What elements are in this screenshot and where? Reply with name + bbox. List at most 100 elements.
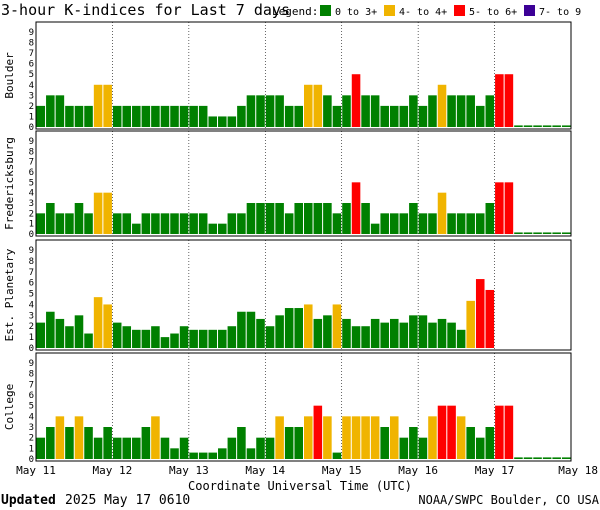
- k-index-bar: [361, 326, 370, 348]
- k-index-bar: [151, 326, 160, 348]
- k-index-bar: [84, 333, 93, 348]
- k-index-bar: [542, 232, 552, 234]
- x-tick-label: May 18: [558, 464, 598, 477]
- k-index-bar: [304, 203, 313, 234]
- k-index-bar: [275, 315, 284, 348]
- k-index-bar: [495, 405, 504, 459]
- k-index-bar: [84, 213, 93, 234]
- k-index-bar: [323, 203, 332, 234]
- k-index-bar: [218, 329, 227, 348]
- k-index-bar: [332, 304, 342, 348]
- k-index-bar: [323, 416, 332, 459]
- k-index-bar: [380, 105, 389, 127]
- k-index-bar: [428, 416, 437, 459]
- y-tick-label: 3: [29, 91, 34, 101]
- k-index-bar: [160, 105, 170, 127]
- k-index-bar: [370, 95, 380, 127]
- k-index-bar: [418, 213, 428, 234]
- y-tick-label: 2: [29, 209, 34, 219]
- k-index-bar: [246, 95, 256, 127]
- k-index-bar: [561, 125, 571, 127]
- k-index-bar: [428, 322, 437, 348]
- k-index-bar: [122, 213, 132, 234]
- y-tick-label: 0: [29, 455, 34, 465]
- legend-label-1: 4- to 4+: [399, 7, 447, 18]
- k-index-bar: [294, 427, 303, 459]
- k-index-bar: [65, 213, 74, 234]
- k-index-bar: [112, 105, 122, 127]
- x-tick-label: May 12: [93, 464, 133, 477]
- k-index-bar: [504, 182, 514, 234]
- k-index-bar: [313, 84, 323, 127]
- k-index-bar: [256, 437, 265, 459]
- k-index-bar: [256, 318, 265, 348]
- k-index-bar: [122, 105, 132, 127]
- k-index-bar: [313, 405, 323, 459]
- k-index-bar: [284, 427, 294, 459]
- y-tick-label: 0: [29, 230, 34, 240]
- y-tick-label: 2: [29, 434, 34, 444]
- y-tick-label: 1: [29, 112, 34, 122]
- updated-value: 2025 May 17 0610: [65, 493, 190, 508]
- k-index-bar: [74, 105, 84, 127]
- k-index-bar: [198, 105, 208, 127]
- k-index-bar: [485, 203, 495, 234]
- k-index-bar: [514, 125, 523, 127]
- k-index-bar: [151, 213, 160, 234]
- y-tick-label: 7: [29, 49, 34, 59]
- k-index-bar: [132, 105, 141, 127]
- k-index-bar: [418, 105, 428, 127]
- k-index-bar: [132, 329, 141, 348]
- k-index-bar: [428, 95, 437, 127]
- chart-title: 3-hour K-indices for Last 7 days: [1, 1, 290, 19]
- k-index-bar: [218, 448, 227, 459]
- k-index-bar: [170, 333, 179, 348]
- y-tick-label: 1: [29, 444, 34, 454]
- k-index-bar: [380, 427, 389, 459]
- k-index-bar: [227, 116, 237, 127]
- k-index-bar: [399, 437, 409, 459]
- k-index-bar: [46, 427, 55, 459]
- legend-swatch-3: [524, 5, 535, 16]
- k-index-bar: [332, 213, 342, 234]
- legend-swatch-2: [454, 5, 465, 16]
- k-index-bar: [361, 203, 370, 234]
- k-index-bar: [141, 105, 151, 127]
- k-index-bar: [218, 223, 227, 234]
- legend-label-3: 7- to 9: [539, 7, 581, 18]
- k-index-bar: [409, 427, 418, 459]
- legend-label: Legend:: [272, 5, 318, 18]
- k-index-bar: [46, 203, 55, 234]
- k-index-bar: [561, 457, 571, 459]
- k-index-bar: [141, 213, 151, 234]
- k-index-bar: [112, 437, 122, 459]
- k-index-bar: [332, 105, 342, 127]
- k-index-bar: [351, 182, 361, 234]
- k-index-bar: [265, 326, 275, 348]
- k-index-bar: [36, 437, 46, 459]
- k-index-bar: [514, 232, 523, 234]
- k-index-bar: [437, 405, 447, 459]
- k-index-bar: [170, 448, 179, 459]
- k-index-bar: [304, 304, 313, 348]
- k-index-bar: [55, 416, 65, 459]
- k-index-bar: [332, 452, 342, 459]
- k-index-bar: [351, 416, 361, 459]
- k-index-bar: [74, 416, 84, 459]
- y-tick-label: 6: [29, 168, 34, 178]
- y-tick-label: 1: [29, 333, 34, 343]
- k-index-bar: [36, 322, 46, 348]
- k-index-bar: [55, 318, 65, 348]
- k-index-bar: [65, 105, 74, 127]
- k-index-bar: [55, 213, 65, 234]
- k-index-bar: [475, 105, 485, 127]
- y-tick-label: 3: [29, 311, 34, 321]
- y-tick-label: 3: [29, 199, 34, 209]
- k-index-bar: [418, 437, 428, 459]
- k-index-bar: [361, 95, 370, 127]
- k-index-bar: [103, 192, 112, 234]
- k-index-bar: [265, 95, 275, 127]
- k-index-bar: [428, 213, 437, 234]
